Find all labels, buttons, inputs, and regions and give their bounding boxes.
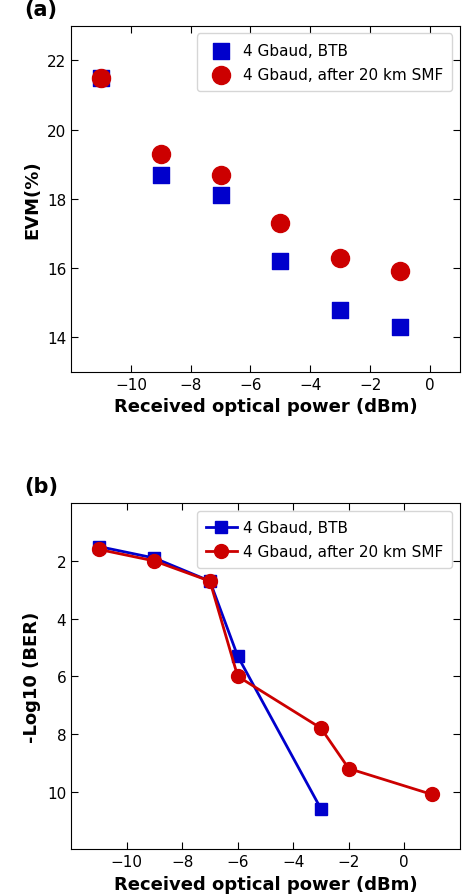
Text: (a): (a) <box>25 0 57 20</box>
Line: 4 Gbaud, after 20 km SMF: 4 Gbaud, after 20 km SMF <box>92 543 439 802</box>
4 Gbaud, BTB <box>318 804 324 814</box>
4 Gbaud, after 20 km SMF <box>207 576 213 586</box>
4 Gbaud, BTB <box>277 255 284 269</box>
4 Gbaud, after 20 km SMF <box>396 265 404 279</box>
4 Gbaud, after 20 km SMF <box>217 168 224 182</box>
X-axis label: Received optical power (dBm): Received optical power (dBm) <box>114 874 417 893</box>
4 Gbaud, after 20 km SMF <box>277 216 284 231</box>
4 Gbaud, after 20 km SMF <box>235 671 240 682</box>
4 Gbaud, after 20 km SMF <box>157 148 164 162</box>
X-axis label: Received optical power (dBm): Received optical power (dBm) <box>114 398 417 416</box>
Line: 4 Gbaud, BTB: 4 Gbaud, BTB <box>92 541 327 815</box>
4 Gbaud, after 20 km SMF <box>96 544 102 555</box>
4 Gbaud, BTB <box>97 72 105 86</box>
4 Gbaud, BTB <box>217 189 224 203</box>
4 Gbaud, BTB <box>157 168 164 182</box>
4 Gbaud, BTB <box>235 651 240 662</box>
Y-axis label: -Log10 (BER): -Log10 (BER) <box>23 611 41 742</box>
Y-axis label: EVM(%): EVM(%) <box>23 160 41 239</box>
4 Gbaud, after 20 km SMF <box>152 556 157 567</box>
4 Gbaud, after 20 km SMF <box>429 789 435 800</box>
4 Gbaud, after 20 km SMF <box>318 723 324 734</box>
Text: (b): (b) <box>25 477 58 497</box>
4 Gbaud, after 20 km SMF <box>97 72 105 86</box>
4 Gbaud, BTB <box>207 576 213 586</box>
Legend: 4 Gbaud, BTB, 4 Gbaud, after 20 km SMF: 4 Gbaud, BTB, 4 Gbaud, after 20 km SMF <box>197 35 452 92</box>
4 Gbaud, BTB <box>337 303 344 317</box>
4 Gbaud, after 20 km SMF <box>346 763 352 774</box>
4 Gbaud, BTB <box>96 542 102 552</box>
Legend: 4 Gbaud, BTB, 4 Gbaud, after 20 km SMF: 4 Gbaud, BTB, 4 Gbaud, after 20 km SMF <box>197 511 452 569</box>
4 Gbaud, BTB <box>152 553 157 564</box>
4 Gbaud, BTB <box>396 320 404 334</box>
4 Gbaud, after 20 km SMF <box>337 251 344 266</box>
